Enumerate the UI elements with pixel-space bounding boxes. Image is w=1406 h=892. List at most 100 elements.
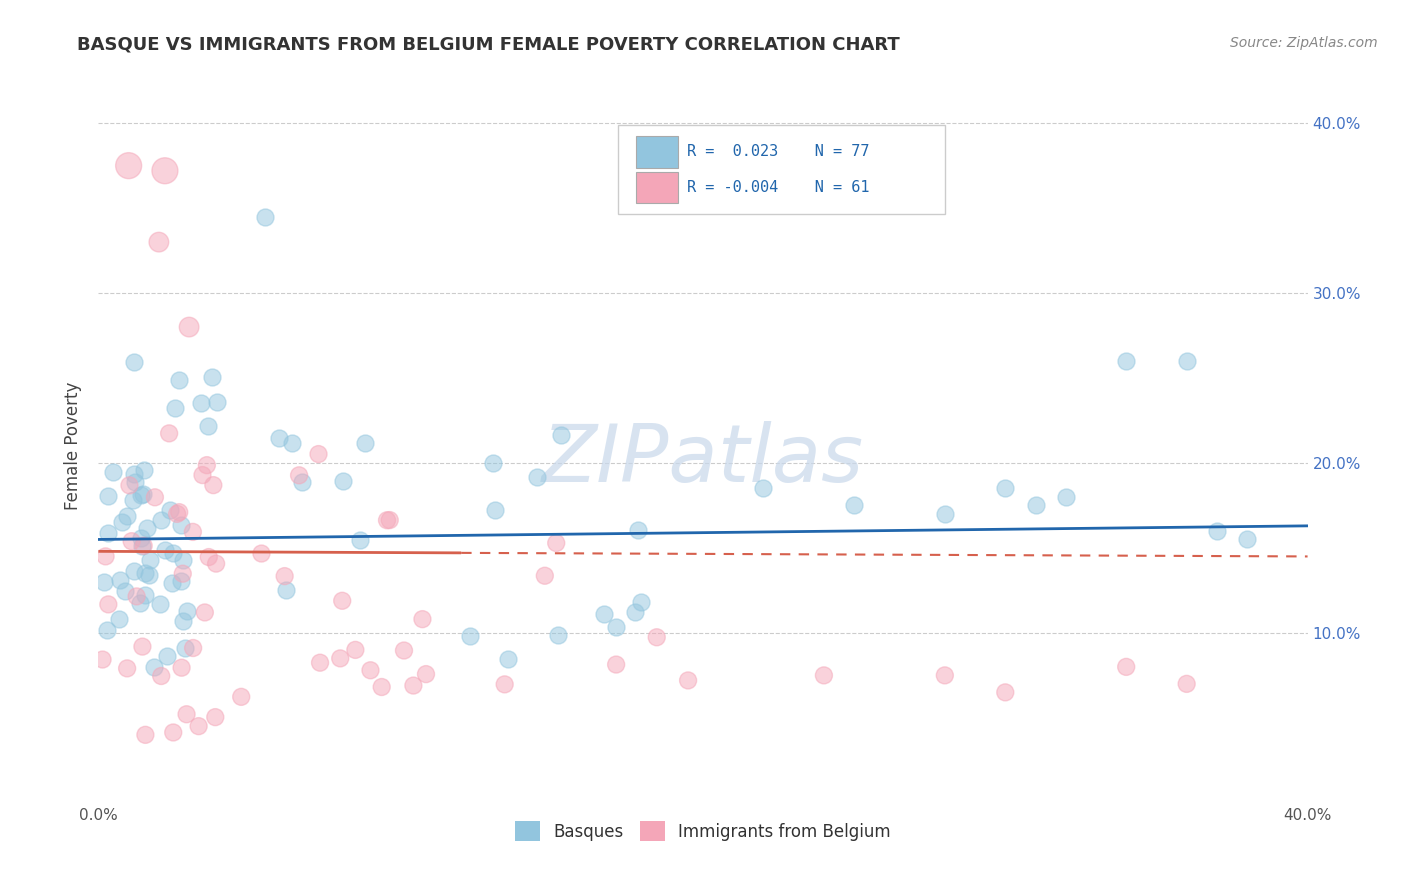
- Point: [481, 456, 503, 470]
- Point: [134, 728, 156, 742]
- Point: [160, 575, 183, 590]
- Point: [128, 596, 150, 610]
- Point: [526, 470, 548, 484]
- FancyBboxPatch shape: [637, 172, 678, 203]
- Point: [411, 612, 433, 626]
- Point: [676, 673, 699, 688]
- Text: Source: ZipAtlas.com: Source: ZipAtlas.com: [1230, 36, 1378, 50]
- Point: [280, 435, 302, 450]
- Point: [121, 534, 143, 549]
- Point: [195, 458, 218, 472]
- Point: [97, 489, 120, 503]
- Point: [1054, 490, 1077, 504]
- Point: [813, 668, 835, 682]
- Point: [267, 431, 290, 445]
- Point: [156, 648, 179, 663]
- Point: [172, 566, 194, 581]
- Point: [197, 418, 219, 433]
- Point: [273, 569, 295, 583]
- Point: [496, 652, 519, 666]
- Point: [153, 163, 176, 178]
- Point: [134, 463, 156, 477]
- Point: [1115, 354, 1137, 368]
- Point: [402, 679, 425, 693]
- Point: [172, 614, 194, 628]
- Text: BASQUE VS IMMIGRANTS FROM BELGIUM FEMALE POVERTY CORRELATION CHART: BASQUE VS IMMIGRANTS FROM BELGIUM FEMALE…: [77, 36, 900, 54]
- Point: [122, 467, 145, 482]
- Point: [118, 478, 141, 492]
- Point: [201, 369, 224, 384]
- Point: [131, 640, 153, 654]
- Point: [122, 564, 145, 578]
- Point: [122, 354, 145, 368]
- Point: [1175, 354, 1198, 368]
- Point: [550, 428, 572, 442]
- Point: [132, 539, 155, 553]
- Point: [115, 661, 138, 675]
- Point: [1115, 660, 1137, 674]
- Point: [111, 515, 134, 529]
- Point: [630, 594, 652, 608]
- Point: [170, 574, 193, 588]
- Point: [190, 396, 212, 410]
- Point: [546, 536, 568, 550]
- Point: [354, 435, 377, 450]
- Point: [129, 531, 152, 545]
- Point: [134, 588, 156, 602]
- Point: [162, 725, 184, 739]
- Point: [360, 663, 382, 677]
- Point: [157, 426, 180, 441]
- Point: [194, 606, 217, 620]
- Point: [118, 159, 141, 173]
- Point: [124, 475, 146, 489]
- Point: [96, 623, 118, 637]
- Point: [207, 394, 229, 409]
- Point: [752, 482, 775, 496]
- Point: [1206, 524, 1229, 538]
- Point: [605, 657, 627, 672]
- Point: [1024, 499, 1046, 513]
- Point: [187, 719, 209, 733]
- Point: [134, 566, 156, 581]
- Point: [132, 487, 155, 501]
- Legend: Basques, Immigrants from Belgium: Basques, Immigrants from Belgium: [508, 814, 898, 848]
- Point: [138, 567, 160, 582]
- Point: [181, 640, 204, 655]
- Point: [934, 668, 956, 682]
- Point: [375, 513, 398, 527]
- Point: [159, 503, 181, 517]
- Point: [149, 597, 172, 611]
- Text: ZIPatlas: ZIPatlas: [541, 421, 865, 500]
- Point: [276, 583, 298, 598]
- Point: [170, 661, 193, 675]
- Point: [179, 320, 201, 334]
- Point: [167, 505, 190, 519]
- Point: [645, 630, 668, 644]
- Point: [115, 508, 138, 523]
- Point: [349, 533, 371, 548]
- FancyBboxPatch shape: [637, 136, 678, 168]
- Point: [165, 401, 187, 416]
- Point: [170, 517, 193, 532]
- Point: [309, 656, 332, 670]
- Point: [605, 619, 627, 633]
- Point: [97, 525, 120, 540]
- Point: [593, 607, 616, 621]
- Y-axis label: Female Poverty: Female Poverty: [65, 382, 83, 510]
- Point: [162, 546, 184, 560]
- Point: [494, 677, 516, 691]
- Point: [108, 612, 131, 626]
- Point: [627, 523, 650, 537]
- Point: [308, 447, 330, 461]
- Point: [91, 652, 114, 666]
- Point: [94, 549, 117, 564]
- Point: [484, 503, 506, 517]
- Point: [129, 488, 152, 502]
- Point: [93, 575, 115, 590]
- Point: [202, 478, 225, 492]
- Point: [547, 628, 569, 642]
- Point: [624, 605, 647, 619]
- Point: [101, 465, 124, 479]
- Point: [844, 499, 866, 513]
- Point: [1175, 677, 1198, 691]
